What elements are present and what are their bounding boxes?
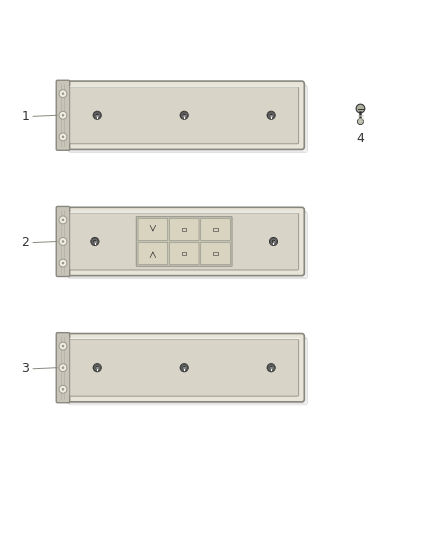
Circle shape — [182, 366, 187, 370]
Text: 1: 1 — [21, 110, 29, 123]
FancyBboxPatch shape — [70, 339, 299, 396]
Circle shape — [180, 364, 188, 372]
Circle shape — [356, 104, 365, 113]
Circle shape — [62, 92, 64, 95]
Circle shape — [62, 135, 64, 138]
Bar — [96, 367, 98, 368]
Circle shape — [94, 111, 101, 119]
Text: 3: 3 — [21, 362, 29, 375]
Bar — [94, 241, 96, 243]
Bar — [182, 228, 186, 231]
FancyBboxPatch shape — [56, 80, 70, 150]
Circle shape — [270, 238, 277, 245]
Circle shape — [180, 364, 188, 372]
FancyBboxPatch shape — [70, 87, 299, 144]
Circle shape — [267, 364, 275, 372]
Circle shape — [182, 113, 187, 117]
Bar — [213, 252, 218, 255]
Circle shape — [271, 239, 276, 244]
FancyBboxPatch shape — [56, 333, 70, 403]
Circle shape — [59, 216, 67, 224]
Text: 4: 4 — [357, 132, 364, 144]
Circle shape — [93, 111, 101, 119]
FancyBboxPatch shape — [201, 219, 230, 240]
Circle shape — [59, 90, 67, 98]
Bar — [272, 241, 274, 243]
Circle shape — [95, 366, 99, 370]
FancyBboxPatch shape — [64, 81, 304, 149]
Circle shape — [59, 111, 67, 119]
Circle shape — [268, 112, 274, 118]
FancyBboxPatch shape — [138, 243, 168, 264]
FancyBboxPatch shape — [170, 243, 199, 264]
Circle shape — [94, 364, 101, 372]
Circle shape — [59, 238, 67, 245]
Circle shape — [94, 365, 100, 371]
Circle shape — [93, 364, 101, 372]
Circle shape — [269, 113, 273, 117]
Circle shape — [268, 111, 275, 119]
Bar — [184, 367, 185, 368]
Circle shape — [62, 114, 64, 117]
Circle shape — [62, 345, 64, 348]
Circle shape — [59, 385, 67, 393]
FancyBboxPatch shape — [136, 216, 232, 266]
Circle shape — [357, 118, 364, 125]
Circle shape — [181, 112, 187, 118]
Circle shape — [180, 111, 188, 119]
FancyBboxPatch shape — [70, 213, 299, 270]
Circle shape — [268, 365, 274, 371]
Circle shape — [269, 366, 273, 370]
Circle shape — [92, 238, 98, 245]
Circle shape — [181, 365, 187, 371]
Circle shape — [62, 366, 64, 369]
FancyBboxPatch shape — [64, 334, 304, 402]
Circle shape — [269, 237, 278, 246]
Circle shape — [91, 237, 99, 246]
Circle shape — [180, 111, 188, 119]
Circle shape — [92, 239, 97, 244]
Bar — [270, 115, 272, 116]
Bar — [96, 115, 98, 116]
FancyBboxPatch shape — [64, 207, 304, 276]
Circle shape — [59, 364, 67, 372]
Circle shape — [268, 364, 275, 372]
FancyBboxPatch shape — [201, 243, 230, 264]
FancyBboxPatch shape — [170, 219, 199, 240]
Bar — [184, 115, 185, 116]
FancyBboxPatch shape — [138, 219, 168, 240]
Bar — [270, 367, 272, 368]
Text: 2: 2 — [21, 236, 29, 249]
Circle shape — [91, 238, 99, 245]
Circle shape — [270, 238, 276, 245]
Bar — [213, 228, 218, 231]
Circle shape — [95, 113, 99, 117]
Circle shape — [62, 388, 64, 391]
FancyBboxPatch shape — [56, 206, 70, 277]
Circle shape — [59, 133, 67, 141]
Circle shape — [62, 219, 64, 221]
Circle shape — [59, 342, 67, 350]
Circle shape — [59, 259, 67, 267]
Circle shape — [267, 111, 275, 119]
Circle shape — [62, 240, 64, 243]
Circle shape — [94, 112, 100, 118]
Circle shape — [62, 262, 64, 264]
Bar — [182, 252, 186, 255]
